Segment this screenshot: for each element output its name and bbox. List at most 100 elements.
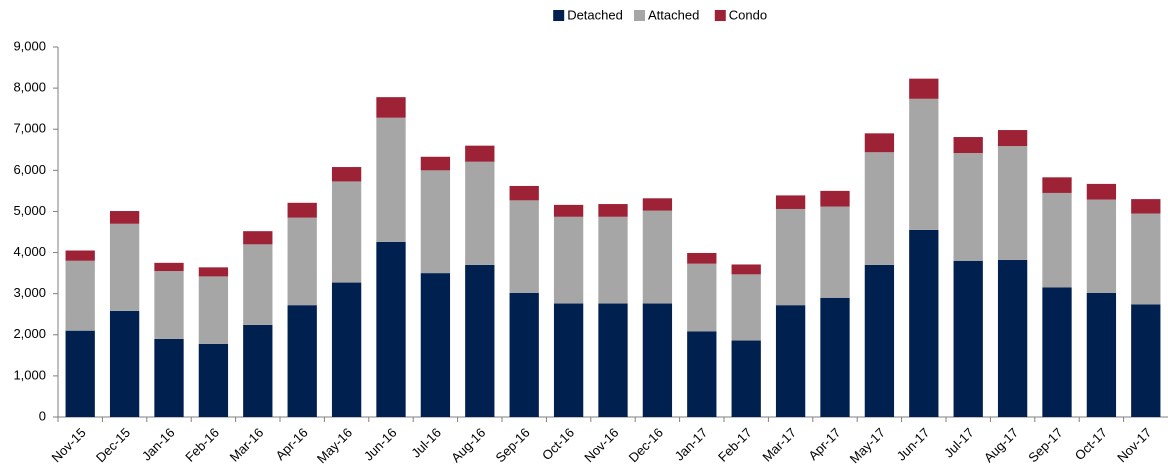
bar-segment	[1131, 304, 1161, 417]
bar-segment	[109, 310, 140, 417]
bar-segment	[65, 250, 95, 261]
y-tick-label: 1,000	[13, 367, 46, 382]
y-tick-label: 2,000	[13, 326, 46, 341]
bar-segment	[687, 331, 717, 417]
x-tick-label: Oct-17	[1072, 425, 1110, 463]
bar-segment	[198, 267, 229, 277]
x-tick-label: Aug-17	[981, 425, 1021, 465]
x-tick-label: Nov-17	[1114, 425, 1154, 465]
bar-segment	[287, 217, 317, 306]
bar-segment	[420, 273, 451, 417]
y-tick-label: 9,000	[13, 38, 46, 53]
bar-segment	[687, 252, 717, 264]
bar-segment	[909, 229, 939, 417]
bar-segment	[287, 305, 317, 417]
bar-segment	[553, 303, 584, 417]
bar-segment	[731, 274, 761, 341]
y-tick-label: 4,000	[13, 244, 46, 259]
x-tick-label: Nov-16	[581, 425, 621, 465]
x-tick-label: Feb-17	[715, 425, 755, 465]
bar-segment	[1131, 199, 1161, 214]
x-tick-label: May-17	[847, 425, 888, 466]
bar-segment	[154, 271, 184, 339]
bar-segment	[243, 231, 273, 245]
bar-segment	[198, 276, 229, 344]
bar-segment	[465, 264, 495, 417]
bar-segment	[331, 167, 362, 182]
bar-segment	[1086, 183, 1117, 200]
bar-segment	[864, 264, 895, 417]
bar-segment	[909, 98, 939, 230]
bar-segment	[509, 292, 539, 417]
x-tick-label: Mar-17	[759, 425, 799, 465]
bar-segment	[1131, 213, 1161, 305]
bar-segment	[997, 259, 1028, 417]
bar-segment	[154, 262, 184, 272]
x-tick-label: Jul-16	[408, 425, 444, 461]
x-tick-label: Jun-16	[361, 425, 400, 464]
bar-segment	[820, 190, 850, 207]
bar-segment	[642, 303, 673, 417]
bar-segment	[775, 305, 806, 417]
bar-segment	[775, 208, 806, 306]
x-tick-label: Sep-16	[493, 425, 533, 465]
x-tick-label: Oct-16	[539, 425, 577, 463]
y-tick-label: 7,000	[13, 121, 46, 136]
bar-segment	[820, 206, 850, 298]
bar-segment	[465, 145, 495, 162]
legend-swatch	[714, 10, 726, 21]
legend-swatch	[553, 10, 565, 21]
x-tick-label: Jul-17	[941, 425, 977, 461]
x-tick-label: Apr-16	[273, 425, 311, 463]
legend-label: Detached	[567, 7, 623, 22]
bar-segment	[65, 330, 95, 417]
bar-segment	[864, 133, 895, 153]
bar-segment	[376, 97, 406, 118]
bar-segment	[509, 185, 539, 201]
y-tick-label: 5,000	[13, 203, 46, 218]
bar-segment	[598, 303, 628, 417]
bar-segment	[553, 216, 584, 304]
bar-segment	[997, 146, 1028, 260]
x-tick-label: Jan-17	[672, 425, 711, 464]
bar-segment	[820, 297, 850, 417]
bar-segment	[1042, 192, 1072, 288]
bar-segment	[198, 343, 229, 417]
x-tick-label: Mar-16	[227, 425, 267, 465]
bar-segment	[243, 324, 273, 417]
bar-segment	[465, 161, 495, 265]
y-tick-label: 8,000	[13, 80, 46, 95]
bar-segment	[731, 340, 761, 417]
x-tick-label: Dec-15	[93, 425, 133, 465]
bar-segment	[953, 153, 983, 261]
bar-segment	[376, 241, 406, 417]
bar-segment	[243, 244, 273, 325]
bar-segment	[331, 282, 362, 417]
bar-segment	[1042, 287, 1072, 417]
bar-segment	[953, 260, 983, 417]
y-tick-label: 3,000	[13, 285, 46, 300]
x-tick-label: Dec-16	[626, 425, 666, 465]
x-tick-label: Aug-16	[448, 425, 488, 465]
bar-segment	[642, 198, 673, 211]
bar-segment	[154, 338, 184, 417]
x-tick-label: Sep-17	[1025, 425, 1065, 465]
x-tick-label: Jun-17	[894, 425, 933, 464]
bar-segment	[109, 211, 140, 224]
bar-segment	[864, 152, 895, 265]
bar-segment	[331, 181, 362, 283]
x-tick-label: Apr-17	[805, 425, 843, 463]
x-tick-label: Feb-16	[182, 425, 222, 465]
bar-segment	[1042, 177, 1072, 193]
bar-segment	[997, 130, 1028, 147]
bar-segment	[109, 223, 140, 311]
bar-segment	[642, 210, 673, 304]
bar-segment	[731, 264, 761, 275]
bar-segment	[509, 200, 539, 293]
bar-segment	[376, 117, 406, 242]
bar-segment	[420, 156, 451, 171]
bar-segment	[598, 204, 628, 217]
legend-label: Attached	[648, 7, 699, 22]
bar-segment	[553, 204, 584, 217]
